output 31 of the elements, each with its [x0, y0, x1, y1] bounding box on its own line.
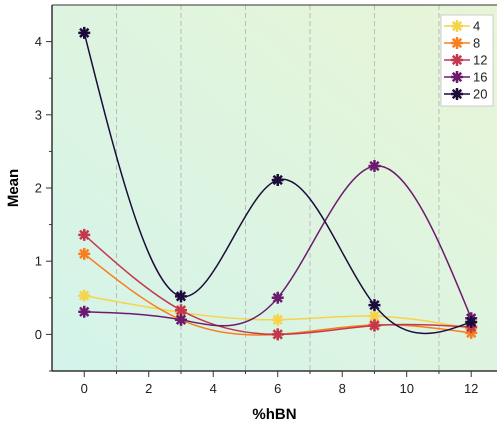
x-tick-label: 10: [399, 381, 414, 396]
point: [76, 26, 92, 40]
x-tick-label: 8: [338, 381, 346, 396]
y-tick-label: 2: [34, 180, 42, 196]
legend-label: 12: [473, 52, 488, 68]
x-tick-label: 12: [464, 381, 478, 396]
point: [270, 290, 285, 306]
point: [270, 172, 285, 188]
x-tick-label: 6: [274, 381, 282, 396]
point: [76, 288, 92, 303]
point: [270, 312, 285, 328]
y-tick-label: 4: [34, 34, 42, 50]
legend-label: 20: [473, 86, 488, 102]
x-tick-label: 0: [80, 381, 88, 396]
y-tick-label: 3: [34, 107, 42, 122]
point: [174, 289, 188, 304]
legend-label: 4: [473, 18, 480, 34]
y-tick-label: 1: [34, 254, 42, 269]
x-tick-label: 2: [145, 381, 152, 396]
point: [367, 158, 382, 174]
point: [367, 298, 382, 312]
point: [76, 304, 92, 319]
point: [464, 314, 478, 330]
point: [76, 246, 92, 262]
x-axis-title: %hBN: [252, 406, 297, 423]
y-axis-title: Mean: [5, 168, 22, 208]
legend-label: 8: [473, 36, 480, 50]
legend-label: 16: [473, 70, 488, 84]
y-tick-label: 0: [34, 326, 42, 342]
point: [76, 228, 92, 242]
x-tick-label: 4: [210, 381, 217, 396]
